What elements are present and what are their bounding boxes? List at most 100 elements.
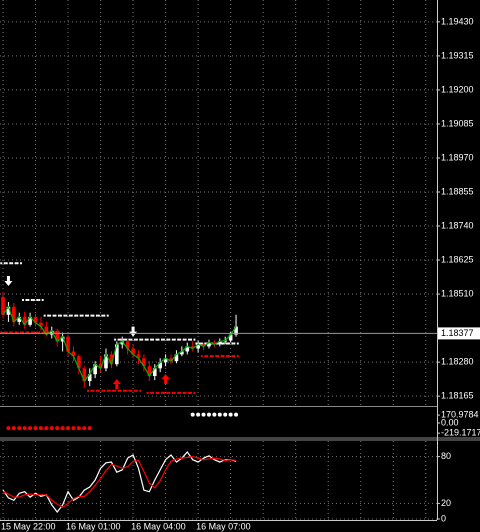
candle-body [169,358,173,362]
x-tick-label: 16 May 07:00 [196,521,251,531]
indicator-dot [60,426,65,431]
indicator-dot [76,426,81,431]
indicator-dot [55,426,60,431]
x-tick-label: 16 May 01:00 [66,521,121,531]
candle-body [93,364,97,375]
candle-body [22,316,27,325]
candle-body [55,330,59,342]
signal-arrow [112,379,121,390]
signal-arrow [4,276,13,287]
y-tick-label: 1.19085 [441,118,474,128]
indicator-dot [190,412,195,417]
y-tick-label: 0 [441,513,446,523]
indicator-dot [17,426,22,431]
indicator-dot [212,412,217,417]
candle-body [201,344,206,347]
y-tick-label: 1.18625 [441,254,474,264]
candle-body [49,330,54,335]
candle-body [44,326,49,335]
indicator-dot [87,426,92,431]
indicator-dot [223,412,228,417]
indicator-dot [33,426,38,431]
y-tick-label: 1.19315 [441,50,474,60]
candle-body [136,354,141,359]
oscillator-line [2,455,237,509]
candle-body [33,316,38,323]
candle-body [152,368,157,377]
y-tick-label: 1.18740 [441,220,474,230]
oscillator-line [2,450,237,513]
candle-body [87,374,92,382]
candle-body [125,341,130,349]
candle-body [147,366,152,377]
candle-body [66,336,70,352]
candle-body [174,354,179,362]
y-tick-label: 0.00 [441,417,459,427]
close-line [2,305,237,383]
indicator-dot [201,412,206,417]
x-tick-label: 16 May 04:00 [131,521,186,531]
indicator-dot [38,426,43,431]
candle-body [196,344,200,349]
candle-body [109,354,114,365]
candle-body [180,351,184,355]
candle-body [120,341,125,345]
candle-body [12,306,16,322]
signal-arrow [161,374,170,385]
candle-body [207,342,211,347]
indicator-dot [217,412,222,417]
candle-body [228,334,233,341]
candle-body [71,351,76,357]
y-tick-label: 1.19200 [441,84,474,94]
indicator-dot [234,412,239,417]
indicator-dot [6,426,11,431]
y-tick-label: 20 [441,498,451,508]
signal-arrow [129,326,138,337]
candle-body [131,348,135,355]
candle-body [163,358,168,363]
candle-body [218,341,222,345]
y-tick-label: 1.18280 [441,356,474,366]
y-tick-label: -219.1717 [441,428,480,438]
indicator-dot [22,426,27,431]
current-price-box [438,327,480,340]
indicator-dot [66,426,71,431]
candle-body [212,342,217,345]
y-tick-label: 1.19430 [441,16,474,26]
indicator-dot [82,426,87,431]
candle-body [6,306,11,315]
candle-body [190,346,195,349]
indicator-dot [196,412,201,417]
candle-body [234,326,238,335]
indicator-dot [49,426,54,431]
candle-body [115,344,119,365]
indicator-dot [11,426,16,431]
candle-body [142,358,146,367]
candle-body [60,336,65,342]
y-tick-label: 1.18165 [441,390,474,400]
candle-body [77,356,81,369]
indicator-dot [44,426,49,431]
candle-body [104,354,108,369]
indicator-dot [28,426,33,431]
x-tick-label: 15 May 22:00 [1,521,56,531]
candle-body [98,364,103,369]
candle-body [185,346,190,352]
candle-body [28,316,32,325]
candle-body [1,297,5,315]
candle-body [39,322,43,327]
y-tick-label: 80 [441,451,451,461]
y-tick-label: 1.18855 [441,186,474,196]
candle-body [158,362,162,369]
indicator-dot [228,412,233,417]
candle-body [82,368,87,382]
y-tick-label: 1.18510 [441,288,474,298]
current-price-label: 1.18377 [441,328,474,338]
indicator-dot [71,426,76,431]
y-tick-label: 1.18970 [441,152,474,162]
y-tick-label: 170.9784 [441,409,479,419]
indicator-dot [206,412,211,417]
